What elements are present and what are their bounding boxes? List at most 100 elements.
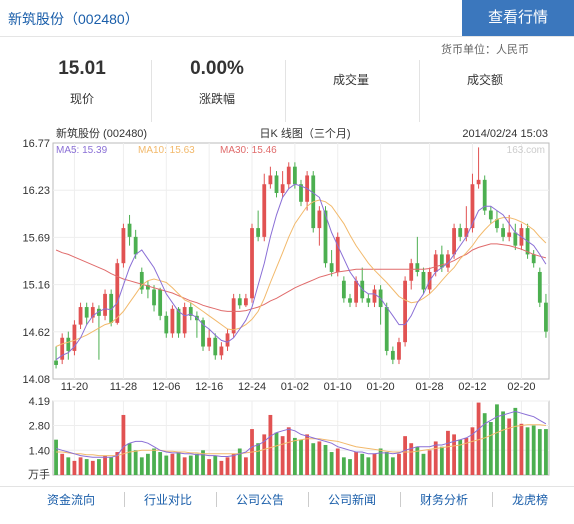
ma-legend-ma5: MA5: 15.39 [56, 145, 108, 156]
chart-date-label: 2014/02/24 15:03 [462, 128, 548, 140]
volume-bar [299, 439, 303, 475]
candle-body [164, 315, 169, 334]
volume-bar [390, 457, 395, 475]
volume-bar [439, 446, 444, 475]
volume-bar [354, 452, 359, 475]
volume-ma-line [55, 410, 547, 458]
nav-company-announcements[interactable]: 公司公告 [235, 493, 284, 507]
volume-bar [127, 443, 132, 475]
volume-bar [78, 457, 83, 475]
ma-legend-ma10: MA10: 15.63 [138, 145, 195, 156]
price-plot-frame [52, 142, 550, 380]
price-value: 15.01 [58, 58, 106, 79]
candle-body [323, 210, 328, 264]
candle-body [286, 166, 291, 185]
candle-body [476, 179, 481, 185]
volume-bar [544, 429, 548, 475]
candle-body [433, 254, 438, 272]
volume-bar [207, 459, 212, 475]
currency-label: 货币单位：人民币 [441, 44, 529, 56]
nav-industry-compare[interactable]: 行业对比 [143, 493, 192, 507]
nav-fund-flow[interactable]: 资金流向 [46, 493, 95, 507]
volume-bar [213, 455, 218, 475]
price-y-tick: 15.16 [22, 280, 50, 292]
volume-bar [256, 443, 261, 475]
stat-volume: 成交量 [286, 58, 416, 102]
volume-bar [501, 411, 505, 475]
volume-bar [317, 441, 322, 475]
candle-body [97, 308, 101, 316]
volume-bar [525, 427, 530, 475]
volume-bar [66, 457, 71, 475]
candle-body [403, 280, 407, 343]
candle-body [501, 228, 505, 237]
view-quote-button[interactable]: 查看行情 [462, 0, 574, 36]
x-tick-label: 11-20 [61, 381, 88, 393]
stock-title: 新筑股份（002480） [8, 11, 139, 27]
candle-body [207, 337, 212, 347]
stat-divider [419, 60, 420, 122]
volume-bar [237, 448, 242, 475]
candle-body [231, 298, 236, 334]
candle-body [354, 280, 359, 303]
price-y-tick: 14.62 [22, 327, 50, 339]
volume-bar [280, 436, 285, 475]
volume-bar [397, 453, 401, 475]
candle-body [372, 289, 377, 303]
volume-bar [152, 448, 156, 475]
candle-body [262, 184, 267, 237]
candle-body [507, 232, 512, 237]
volume-bar [470, 427, 475, 475]
x-tick-label: 01-20 [367, 381, 395, 393]
candle-body [188, 307, 193, 316]
volume-bar [219, 460, 224, 475]
volume-bar [72, 460, 77, 475]
stat-divider [151, 60, 152, 122]
volume-y-tick: 2.80 [29, 421, 50, 433]
nav-dragon-tiger-list[interactable]: 龙虎榜 [511, 493, 548, 507]
candle-body [513, 232, 518, 246]
volume-bar [139, 457, 144, 475]
nav-divider [492, 492, 493, 507]
volume-bar [458, 439, 463, 475]
candle-body [237, 298, 242, 306]
x-tick-label: 12-06 [152, 381, 180, 393]
ma5-line [55, 183, 547, 361]
candle-body [268, 175, 273, 185]
volume-bar [158, 452, 163, 475]
volume-bar [403, 436, 407, 475]
candle-body [103, 293, 107, 316]
candle-body [182, 307, 187, 334]
volume-label: 成交量 [332, 73, 369, 87]
x-tick-label: 01-02 [281, 381, 309, 393]
candle-body [66, 337, 71, 351]
candle-body [256, 228, 261, 237]
nav-company-news[interactable]: 公司新闻 [327, 493, 376, 507]
volume-bar [495, 404, 499, 475]
candle-body [299, 184, 303, 202]
nav-divider [216, 492, 217, 507]
candle-body [158, 289, 163, 316]
volume-bar [348, 459, 352, 475]
change-label: 涨跌幅 [198, 92, 235, 106]
volume-bar [231, 453, 236, 475]
candle-body [54, 360, 58, 365]
ma-legend-ma30: MA30: 15.46 [220, 145, 277, 156]
volume-bar [507, 418, 512, 475]
volume-bar [335, 448, 340, 475]
volume-bar [182, 457, 187, 475]
candle-body [317, 210, 322, 229]
volume-bar [341, 457, 346, 475]
candle-body [146, 285, 150, 290]
volume-bar [60, 453, 65, 475]
volume-bar [433, 441, 438, 475]
volume-bar [384, 452, 389, 475]
volume-bar [537, 429, 542, 475]
x-tick-label: 12-24 [238, 381, 266, 393]
nav-financial-analysis[interactable]: 财务分析 [419, 493, 468, 507]
volume-bar [201, 450, 205, 475]
candle-body [415, 263, 420, 272]
candle-body [544, 302, 548, 332]
volume-bar [488, 422, 493, 475]
volume-bar [446, 430, 450, 475]
